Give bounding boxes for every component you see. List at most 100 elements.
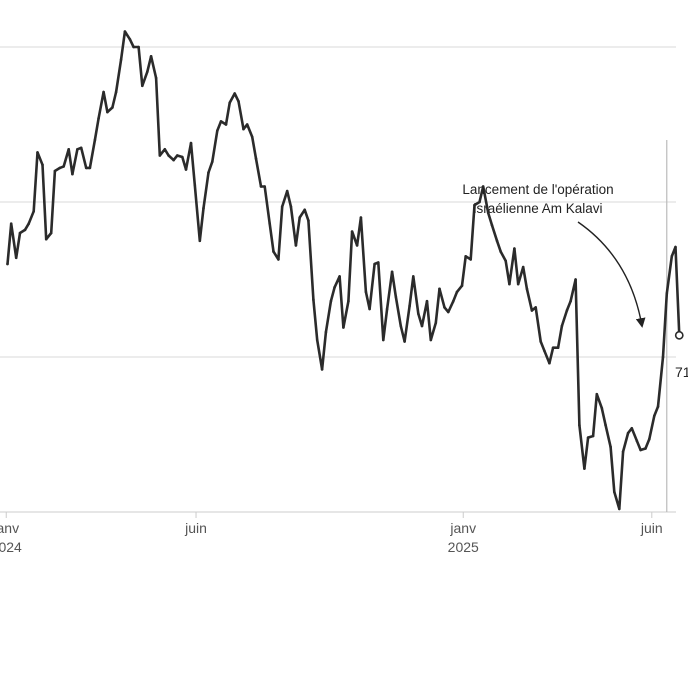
data-point	[443, 306, 446, 309]
data-point	[49, 231, 53, 235]
data-point	[626, 431, 630, 435]
data-point	[434, 321, 438, 325]
data-point	[23, 228, 27, 232]
data-point	[373, 262, 376, 266]
data-point	[499, 250, 503, 253]
data-point	[224, 123, 228, 126]
data-point	[613, 490, 616, 494]
last-value-label: 71	[675, 364, 688, 380]
data-point	[635, 439, 639, 443]
data-point	[653, 414, 656, 418]
series-lines	[6, 30, 681, 511]
data-point	[84, 166, 88, 170]
event-annotation: Lancement de l'opération israélienne Am …	[462, 182, 646, 328]
data-point	[324, 330, 328, 334]
data-point	[53, 169, 57, 173]
data-point	[211, 160, 214, 163]
data-point	[359, 216, 363, 219]
data-point	[14, 256, 18, 260]
data-point	[237, 100, 240, 103]
data-point	[447, 310, 450, 314]
data-point	[303, 208, 307, 212]
data-point	[425, 299, 429, 303]
data-point	[71, 172, 74, 176]
data-point	[62, 165, 65, 168]
data-point	[438, 287, 441, 291]
data-point	[574, 278, 577, 281]
data-point	[289, 205, 293, 208]
data-point	[350, 230, 354, 233]
data-point	[280, 205, 284, 208]
data-point	[312, 298, 315, 301]
data-point	[364, 290, 368, 294]
data-point	[111, 106, 114, 109]
data-point	[469, 258, 473, 261]
data-point	[242, 127, 245, 131]
x-tick-year: 2024	[0, 539, 22, 555]
data-point	[420, 324, 424, 328]
data-point	[385, 307, 389, 311]
data-point	[18, 231, 22, 235]
annotation-line-1: Lancement de l'opération	[462, 182, 613, 197]
data-point	[513, 247, 516, 250]
data-point	[390, 270, 394, 274]
data-point	[508, 282, 511, 286]
data-point	[399, 324, 403, 328]
data-point	[429, 338, 433, 342]
data-point	[551, 346, 555, 350]
data-point	[207, 171, 210, 174]
data-point	[377, 261, 380, 264]
data-point	[630, 427, 634, 430]
data-point	[604, 423, 607, 427]
data-point	[408, 304, 411, 308]
data-point	[137, 45, 140, 49]
data-point	[123, 30, 127, 33]
x-tick-year: 2025	[448, 539, 479, 555]
data-point	[245, 123, 249, 126]
data-point	[254, 157, 258, 160]
data-point	[661, 355, 665, 359]
data-point	[6, 262, 9, 266]
data-point	[93, 138, 97, 142]
data-point	[665, 292, 669, 295]
data-point	[158, 154, 162, 157]
data-point	[219, 120, 223, 123]
data-point	[452, 299, 455, 303]
data-point	[189, 141, 193, 145]
data-point	[285, 189, 289, 193]
data-point	[521, 265, 525, 269]
data-point	[583, 467, 586, 470]
data-point	[268, 222, 272, 225]
data-point	[368, 307, 371, 311]
data-point	[534, 306, 537, 309]
data-point	[176, 154, 179, 157]
last-value-marker: 71	[674, 330, 688, 380]
data-point	[516, 282, 520, 286]
data-point	[578, 423, 581, 427]
data-point	[639, 448, 642, 452]
data-point	[181, 155, 184, 159]
data-point	[656, 405, 660, 408]
x-tick-label: janv	[449, 520, 476, 536]
data-point	[202, 206, 205, 210]
data-point	[250, 135, 254, 139]
data-point	[320, 368, 324, 371]
data-point	[44, 237, 48, 241]
data-point	[27, 222, 31, 225]
data-point	[315, 338, 319, 342]
data-point	[548, 361, 551, 365]
annotation-arrow	[577, 221, 646, 328]
data-point	[132, 45, 135, 49]
series-line	[6, 30, 681, 511]
data-point	[382, 338, 385, 342]
data-point	[560, 324, 564, 328]
data-point	[154, 76, 158, 80]
last-value-dot	[674, 330, 684, 340]
data-point	[228, 101, 231, 105]
data-point	[97, 117, 100, 120]
data-point	[600, 406, 604, 410]
data-point	[670, 254, 674, 258]
data-point	[530, 309, 534, 312]
data-point	[543, 349, 546, 353]
